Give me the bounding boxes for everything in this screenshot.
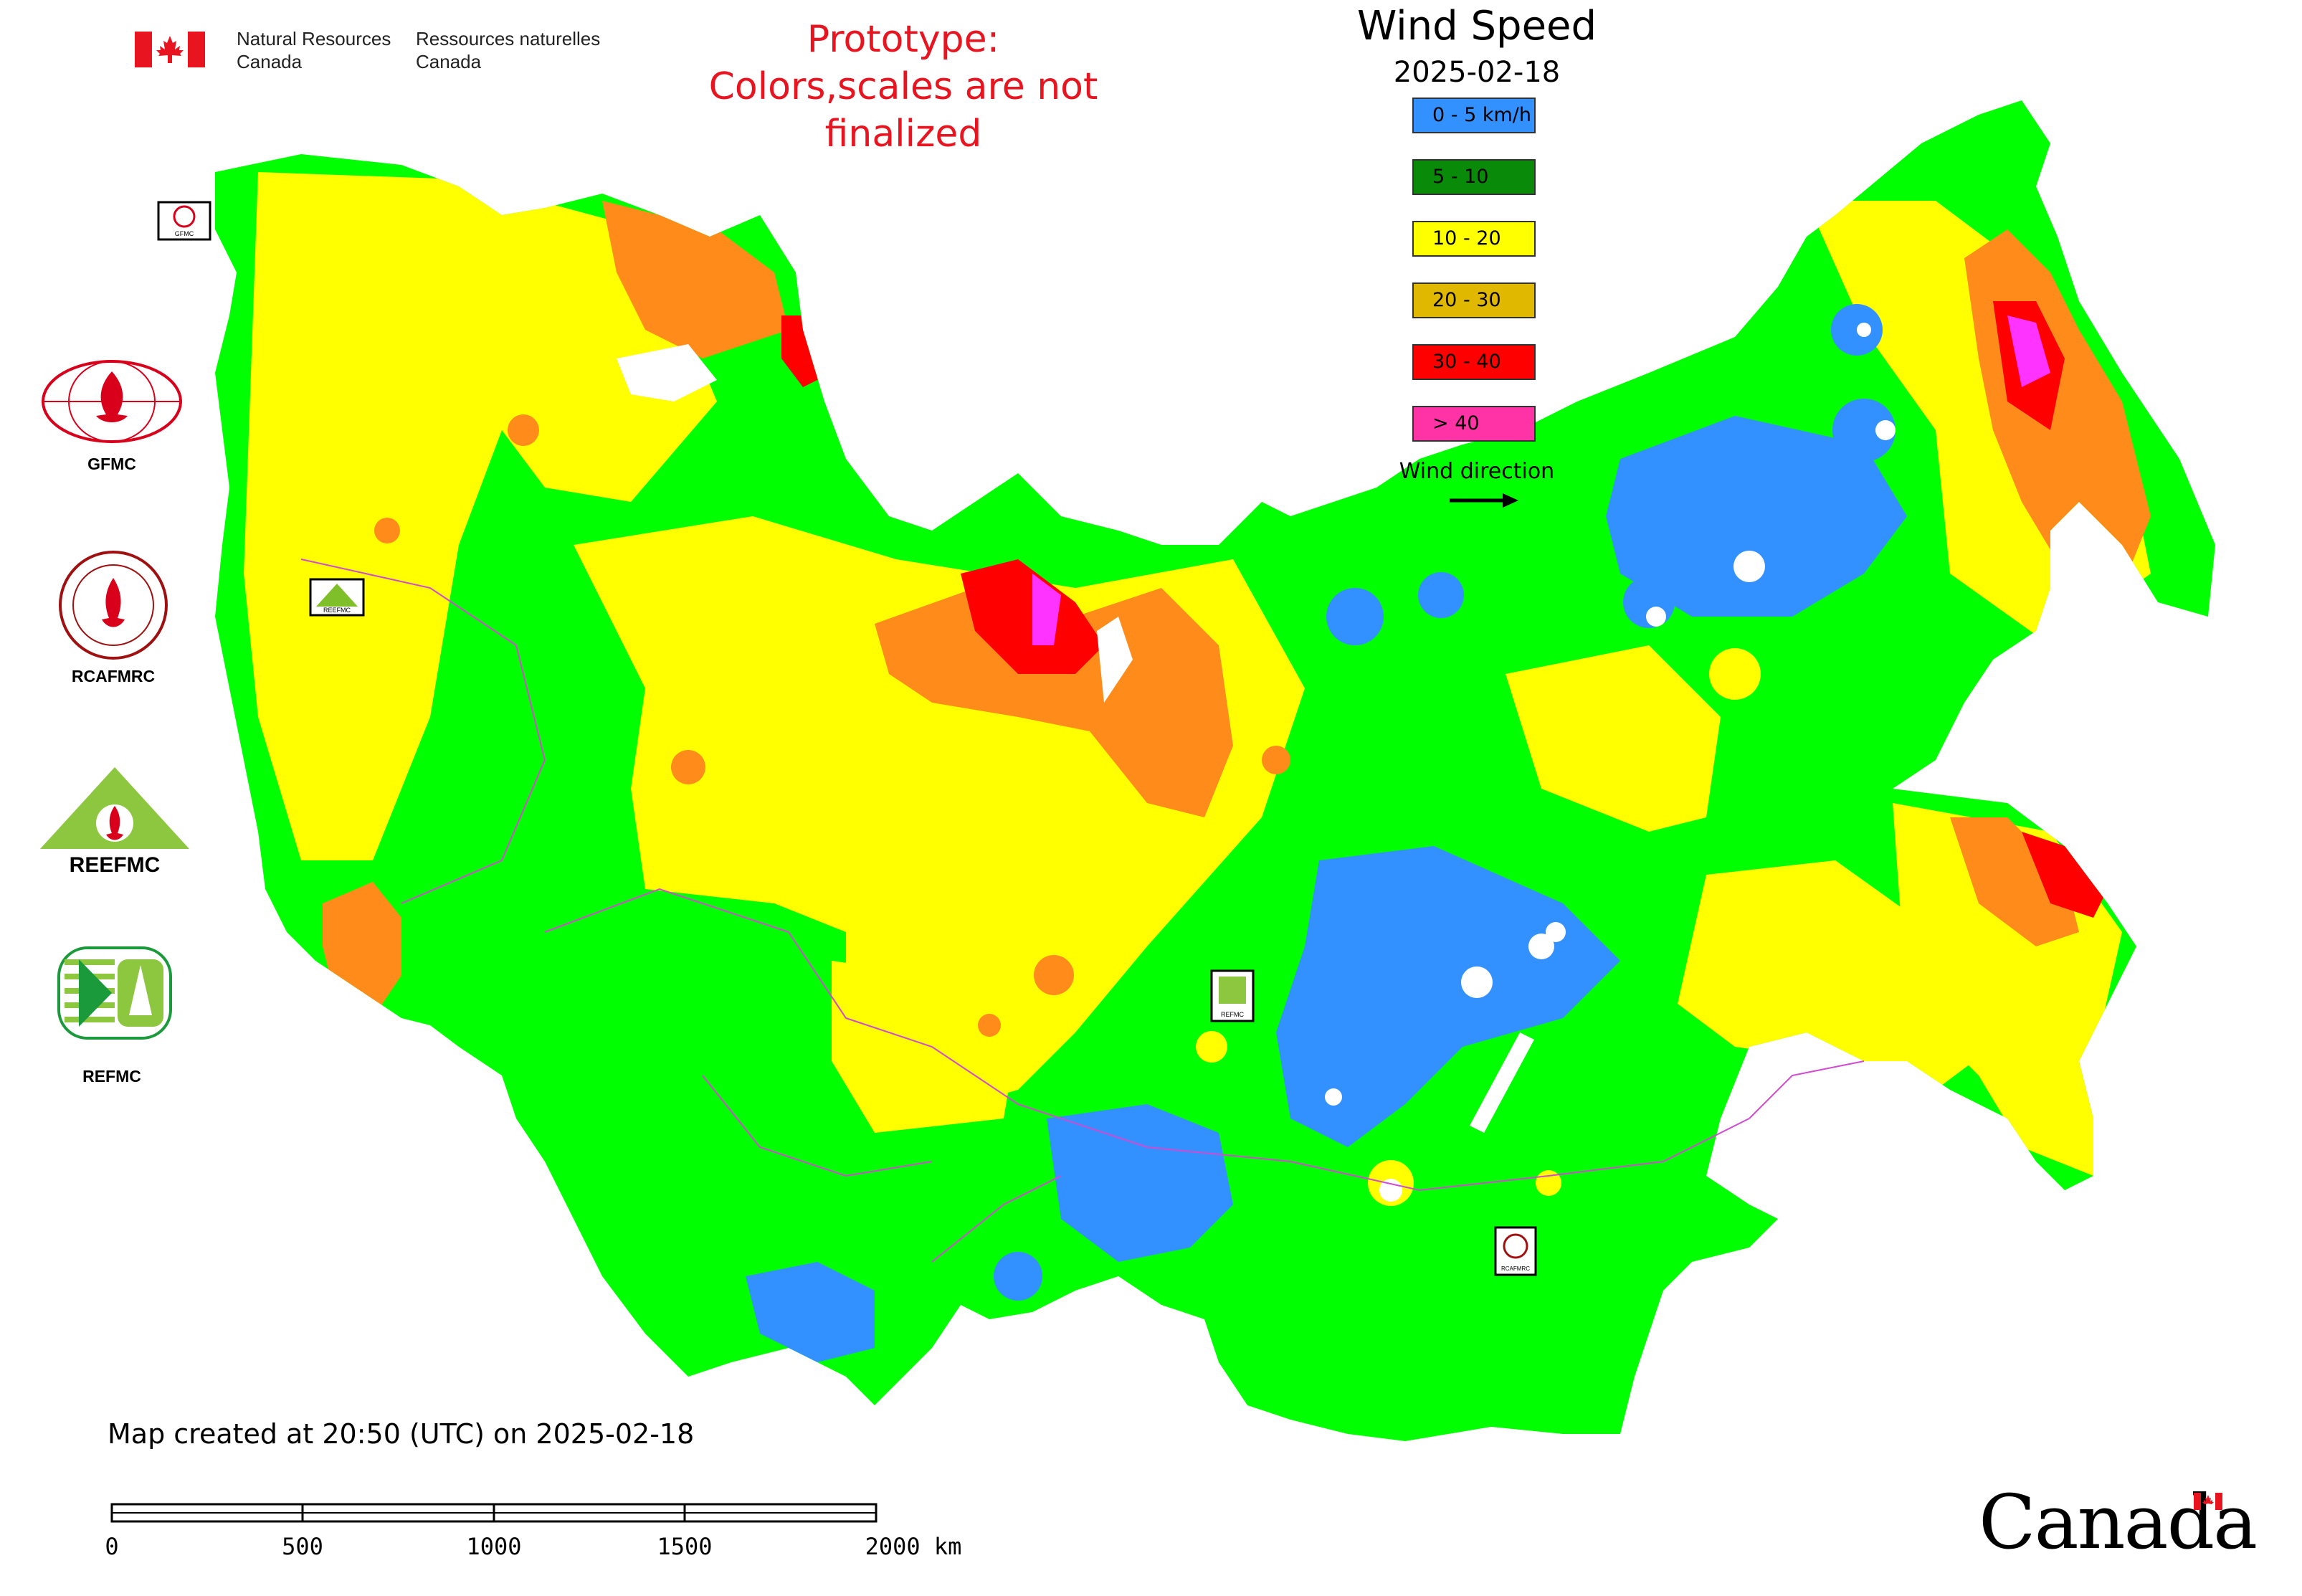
zone-fresh-arctic xyxy=(875,588,1233,817)
zone-calm-east xyxy=(1606,416,1907,617)
zone-fresh-spot xyxy=(374,518,400,543)
legend-date: 2025-02-18 xyxy=(1393,56,1561,89)
lake xyxy=(1461,966,1493,998)
marker-refmc[interactable]: REFMC xyxy=(1210,969,1255,1022)
zone-calm-spot xyxy=(1418,572,1464,618)
agency-fr-line1: Ressources naturelles xyxy=(416,28,601,49)
legend-swatch: 20 - 30 xyxy=(1412,282,1536,318)
lake xyxy=(1528,934,1554,959)
scale-label-2000: 2000 km xyxy=(865,1533,962,1560)
legend-swatch: 0 - 5 km/h xyxy=(1412,98,1536,133)
lake xyxy=(1546,922,1566,942)
zone-fresh-spot xyxy=(671,750,705,784)
zone-fresh-spot xyxy=(978,1014,1001,1037)
zone-moderate-south xyxy=(832,961,1018,1133)
map-markers: GFMC REEFMC REFMC RCAFMRC xyxy=(157,201,1537,1276)
agency-en-line1: Natural Resources xyxy=(237,28,391,49)
canada-flag-icon xyxy=(135,32,205,67)
reefmc-wordmark: REEFMC xyxy=(70,853,161,877)
zone-calm-spot xyxy=(1832,399,1896,462)
lake xyxy=(1325,1088,1342,1106)
marker-rcafmrc[interactable]: RCAFMRC xyxy=(1494,1226,1537,1276)
zone-gale-kamchatka xyxy=(2007,315,2050,387)
map-created-note: Map created at 20:50 (UTC) on 2025-02-18 xyxy=(108,1418,695,1450)
zone-moderate-west xyxy=(244,172,717,860)
agency-name-en: Natural Resources Canada xyxy=(237,27,391,73)
ob-gulf xyxy=(1097,617,1133,703)
scale-bar xyxy=(110,1503,877,1523)
zone-moderate-spot xyxy=(1966,969,1992,995)
lake xyxy=(1646,607,1666,627)
reefmc-logo-icon: REEFMC xyxy=(40,767,189,877)
canada-wordmark-flag-icon xyxy=(2194,1493,2222,1510)
country-borders xyxy=(300,559,1865,1263)
rcafmrc-logo-icon xyxy=(59,551,168,660)
rcafmrc-caption: RCAFMRC xyxy=(71,667,156,685)
lake xyxy=(1875,420,1896,440)
marker-rcafmrc-label: RCAFMRC xyxy=(1501,1265,1530,1272)
marker-gfmc[interactable]: GFMC xyxy=(157,201,211,241)
white-sea xyxy=(617,344,717,402)
gfmc-logo-icon xyxy=(42,360,182,443)
prototype-notice: Prototype: Colors,scales are not finaliz… xyxy=(645,16,1161,158)
zone-moderate-spot xyxy=(1709,648,1761,700)
refmc-caption: REFMC xyxy=(82,1067,141,1086)
wind-direction-label: Wind direction xyxy=(1399,459,1555,484)
scale-label-1000: 1000 xyxy=(466,1533,522,1560)
zone-moderate-east xyxy=(1506,645,1721,832)
lake-baikal xyxy=(1470,1032,1534,1133)
marker-reefmc[interactable]: REEFMC xyxy=(309,578,365,617)
agency-en-line2: Canada xyxy=(237,51,303,72)
zone-calm-spot xyxy=(994,1252,1042,1301)
zone-calm-kazakh xyxy=(746,1262,875,1362)
marker-refmc-label: REFMC xyxy=(1221,1011,1244,1018)
prototype-line1: Prototype: xyxy=(807,18,1000,61)
nrcan-signature: Natural Resources Canada Ressources natu… xyxy=(135,27,651,79)
canada-wordmark: Canada xyxy=(1979,1478,2258,1566)
scale-label-500: 500 xyxy=(282,1533,323,1560)
lake xyxy=(1733,551,1765,582)
zone-fresh-spot xyxy=(1262,746,1290,774)
refmc-logo-icon xyxy=(57,946,172,1040)
lake xyxy=(1857,323,1871,337)
gfmc-caption: GFMC xyxy=(87,455,136,473)
zone-fresh-spot xyxy=(508,414,539,446)
legend-swatch: > 40 xyxy=(1412,406,1536,442)
map-region-lands xyxy=(215,100,2215,1441)
zone-strong-sakhalin xyxy=(2022,832,2108,918)
zone-fresh-sakhalin xyxy=(1950,817,2079,946)
legend-title: Wind Speed xyxy=(1356,3,1597,49)
zone-calm-altai xyxy=(1047,1104,1233,1262)
scale-label-1500: 1500 xyxy=(657,1533,713,1560)
wind-direction-arrow-icon xyxy=(1450,493,1518,508)
marker-gfmc-label: GFMC xyxy=(175,230,194,237)
water-bodies xyxy=(617,323,1896,1202)
agency-fr-line2: Canada xyxy=(416,51,482,72)
zone-moderate-spot xyxy=(1196,1031,1227,1063)
legend-swatch: 5 - 10 xyxy=(1412,159,1536,195)
zone-gale-yamal xyxy=(1032,574,1061,645)
zone-moderate-spot xyxy=(1536,1170,1561,1196)
marker-reefmc-label: REEFMC xyxy=(323,607,351,614)
zone-fresh-kola xyxy=(602,201,789,358)
legend-swatch: 10 - 20 xyxy=(1412,221,1536,257)
zone-fresh-spot xyxy=(2085,1053,2116,1084)
zone-calm-spot xyxy=(1326,588,1384,645)
scale-label-0: 0 xyxy=(105,1533,119,1560)
zone-fresh-spot xyxy=(1034,955,1074,995)
agency-name-fr: Ressources naturelles Canada xyxy=(416,27,600,73)
zone-calm-siberia xyxy=(1276,846,1620,1147)
prototype-line2: Colors,scales are not finalized xyxy=(708,65,1098,156)
legend-swatch: 30 - 40 xyxy=(1412,344,1536,380)
